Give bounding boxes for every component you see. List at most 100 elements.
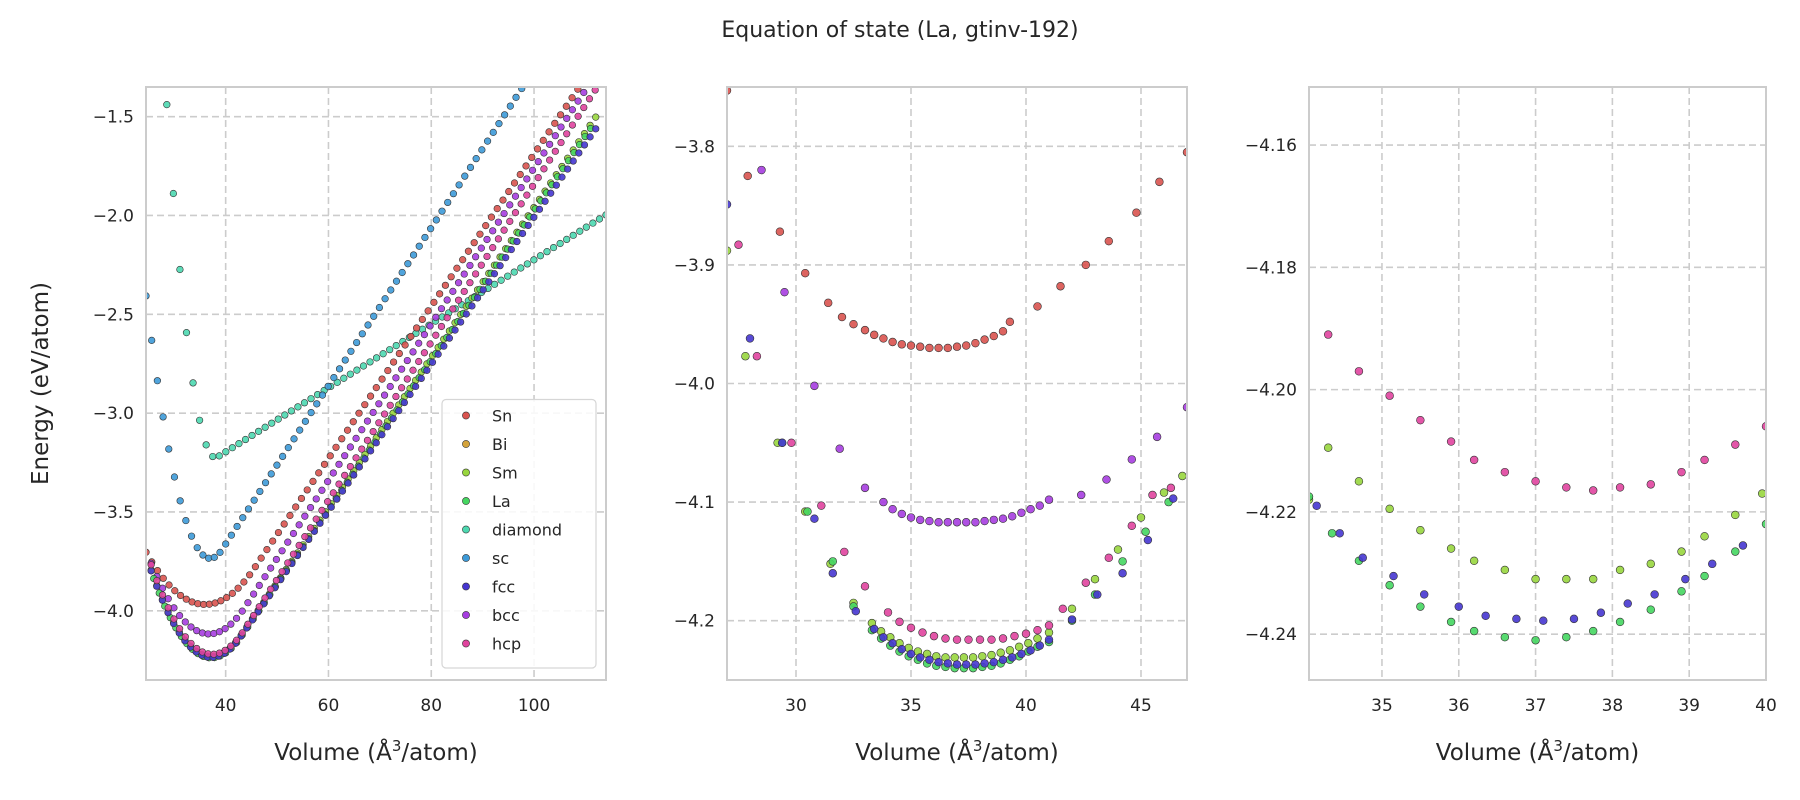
point-hcp: [443, 314, 451, 322]
point-bcc: [897, 509, 906, 519]
point-Sm: [950, 653, 959, 662]
y-axis-label: Energy (eV/atom): [28, 282, 54, 485]
point-bcc: [267, 564, 275, 572]
x-tick-label: 39: [1678, 696, 1700, 716]
point-fcc: [1093, 590, 1102, 599]
point-fcc: [1389, 571, 1398, 581]
point-Sm: [1646, 559, 1655, 569]
point-hcp: [346, 462, 354, 471]
point-Sn: [384, 366, 392, 375]
point-Sm: [1354, 477, 1364, 486]
point-diamond: [530, 256, 538, 264]
point-Sm: [1033, 634, 1042, 643]
point-Sn: [837, 312, 847, 322]
point-sc: [444, 198, 452, 207]
point-bcc: [943, 518, 952, 527]
point-Sm: [741, 352, 750, 361]
point-bcc: [517, 183, 525, 192]
point-Sn: [355, 409, 363, 417]
legend-label: La: [492, 492, 511, 511]
point-fcc: [350, 471, 358, 479]
point-bcc: [1127, 455, 1137, 464]
point-Sn: [292, 503, 300, 511]
point-Sn: [338, 435, 346, 443]
axes-frame: [1308, 86, 1767, 681]
point-hcp: [1446, 437, 1456, 446]
point-hcp: [460, 287, 468, 296]
point-Sn: [251, 563, 259, 571]
y-tick-label: −4.0: [93, 602, 134, 622]
point-sc: [449, 190, 458, 198]
y-tick-label: −3.0: [93, 404, 134, 424]
point-hcp: [289, 550, 298, 558]
point-Sm: [978, 652, 987, 661]
point-hcp: [1166, 483, 1176, 493]
point-hcp: [358, 445, 366, 453]
point-bcc: [420, 331, 428, 339]
point-fcc: [1017, 649, 1026, 659]
point-bcc: [312, 495, 320, 503]
point-bcc: [810, 381, 819, 391]
point-fcc: [998, 655, 1008, 665]
point-fcc: [1420, 590, 1429, 599]
legend-label: Bi: [492, 435, 507, 454]
point-fcc: [580, 141, 589, 149]
point-Sn: [580, 77, 587, 84]
point-hcp: [1562, 483, 1571, 492]
point-hcp: [472, 270, 480, 278]
point-Sn: [1155, 177, 1164, 187]
point-sc: [222, 540, 230, 548]
point-hcp: [787, 438, 796, 447]
point-hcp: [420, 349, 428, 357]
legend-marker: [462, 440, 470, 448]
y-tick-label: −3.8: [674, 137, 715, 157]
point-Sn: [505, 187, 513, 196]
point-diamond: [549, 243, 558, 252]
point-sc: [193, 544, 201, 552]
point-sc: [461, 172, 469, 180]
point-Sn: [562, 102, 570, 110]
point-Sn: [510, 179, 519, 187]
series-fcc: [147, 125, 600, 661]
point-hcp: [941, 634, 950, 643]
point-sc: [313, 400, 321, 408]
point-hcp: [181, 633, 189, 641]
point-hcp: [987, 635, 996, 644]
series-Sn: [727, 87, 1187, 353]
point-bcc: [466, 261, 474, 270]
point-sc: [358, 330, 366, 338]
x-tick-label: 35: [900, 696, 922, 716]
point-bcc: [386, 382, 394, 391]
point-diamond: [176, 265, 184, 274]
point-sc: [261, 479, 270, 487]
y-tick-label: −3.5: [93, 503, 134, 523]
point-bcc: [860, 483, 870, 493]
point-sc: [455, 181, 463, 189]
point-hcp: [883, 608, 893, 617]
point-sc: [341, 356, 349, 364]
point-Sn: [240, 578, 248, 586]
point-Sn: [447, 273, 455, 281]
point-Sn: [297, 494, 306, 503]
point-fcc: [496, 262, 504, 270]
point-Sn: [441, 281, 450, 289]
series-La: [1309, 492, 1766, 645]
point-bcc: [289, 529, 298, 538]
point-Sn: [234, 584, 242, 592]
point-hcp: [329, 489, 337, 497]
point-hcp: [1615, 483, 1625, 492]
point-Sn: [349, 418, 357, 426]
point-La: [1446, 617, 1456, 627]
point-hcp: [477, 261, 485, 269]
point-hcp: [341, 471, 349, 479]
legend-entry-hcp: hcp: [462, 635, 521, 654]
point-Sn: [823, 298, 833, 308]
point-bcc: [961, 518, 971, 527]
point-diamond: [300, 399, 309, 407]
point-sc: [187, 532, 196, 540]
point-diamond: [595, 215, 604, 223]
point-sc: [575, 0, 582, 4]
point-sc: [387, 286, 395, 294]
point-diamond: [517, 264, 525, 272]
point-Sn: [528, 153, 536, 162]
